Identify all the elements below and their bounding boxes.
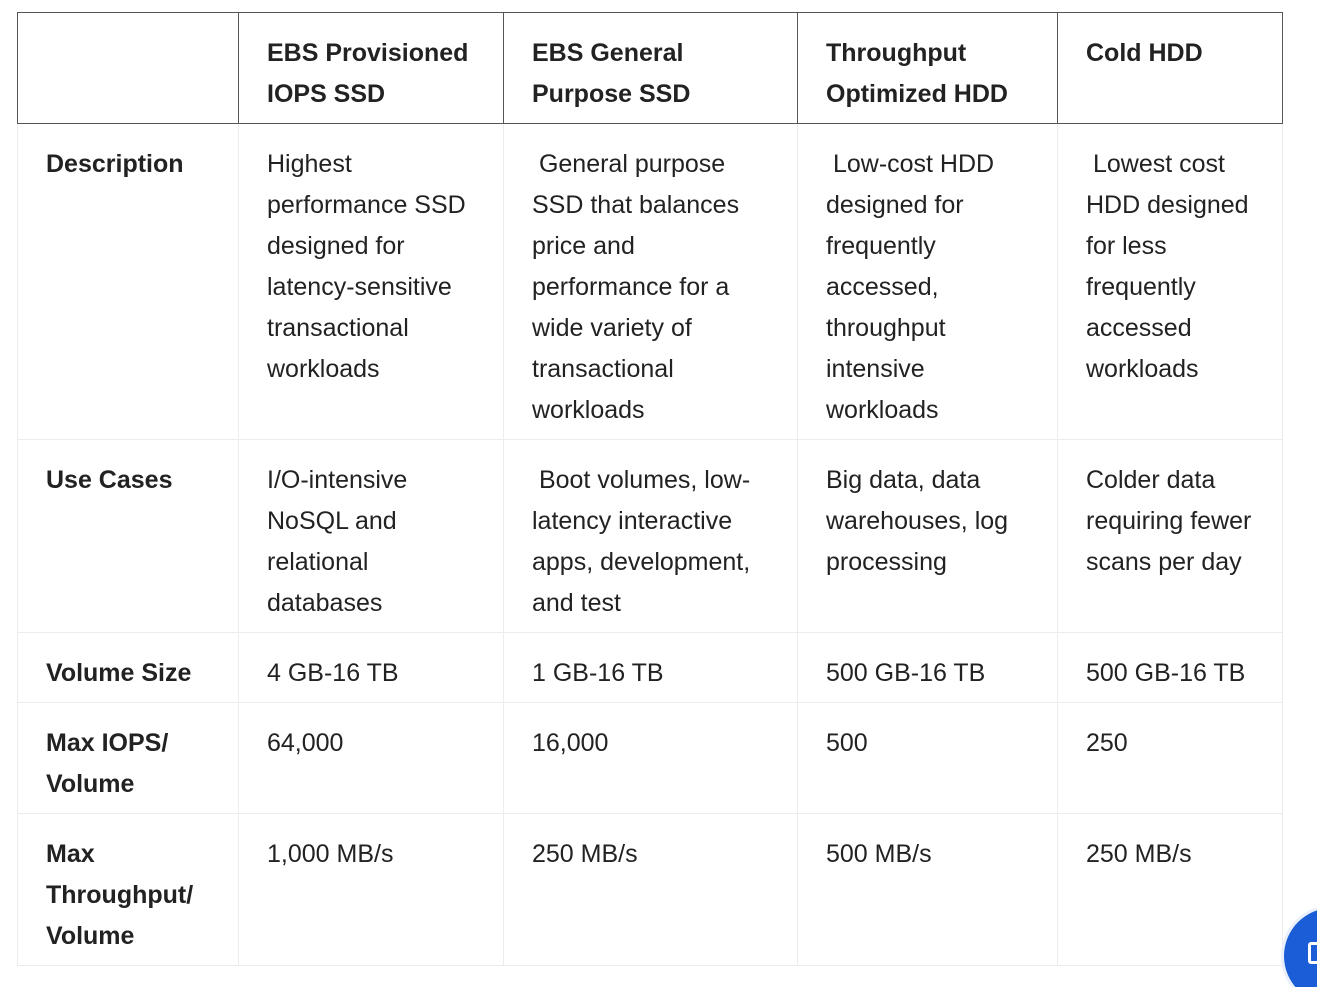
chat-widget-button[interactable] bbox=[1284, 908, 1317, 987]
table-cell: 500 MB/s bbox=[797, 813, 1058, 966]
table-cell: Colder data requiring fewer scans per da… bbox=[1057, 439, 1283, 633]
header-cell-general-purpose-ssd: EBS General Purpose SSD bbox=[503, 12, 798, 124]
row-label: Description bbox=[17, 123, 239, 440]
header-cell-provisioned-iops-ssd: EBS Provisioned IOPS SSD bbox=[238, 12, 504, 124]
header-cell-throughput-optimized-hdd: Throughput Optimized HDD bbox=[797, 12, 1058, 124]
table-row-max-iops: Max IOPS/ Volume 64,000 16,000 500 250 bbox=[17, 702, 1283, 814]
table-cell: 500 GB-16 TB bbox=[797, 632, 1058, 703]
table-header-row: EBS Provisioned IOPS SSD EBS General Pur… bbox=[17, 12, 1283, 124]
table-cell: General purpose SSD that balances price … bbox=[503, 123, 798, 440]
header-cell-corner bbox=[17, 12, 239, 124]
table-row-volume-size: Volume Size 4 GB-16 TB 1 GB-16 TB 500 GB… bbox=[17, 632, 1283, 703]
row-label: Use Cases bbox=[17, 439, 239, 633]
table-cell: 1,000 MB/s bbox=[238, 813, 504, 966]
row-label: Volume Size bbox=[17, 632, 239, 703]
table-cell: 250 bbox=[1057, 702, 1283, 814]
chat-icon bbox=[1308, 942, 1317, 964]
row-label: Max Throughput/ Volume bbox=[17, 813, 239, 966]
row-label: Max IOPS/ Volume bbox=[17, 702, 239, 814]
ebs-volume-comparison-table: EBS Provisioned IOPS SSD EBS General Pur… bbox=[17, 12, 1283, 966]
table-cell: 500 bbox=[797, 702, 1058, 814]
table-cell: 250 MB/s bbox=[1057, 813, 1283, 966]
table-cell: 250 MB/s bbox=[503, 813, 798, 966]
table-cell: 64,000 bbox=[238, 702, 504, 814]
table-cell: Lowest cost HDD designed for less freque… bbox=[1057, 123, 1283, 440]
table-cell: 500 GB-16 TB bbox=[1057, 632, 1283, 703]
table-cell: 1 GB-16 TB bbox=[503, 632, 798, 703]
table-row-use-cases: Use Cases I/O-intensive NoSQL and relati… bbox=[17, 439, 1283, 633]
table-row-description: Description Highest performance SSD desi… bbox=[17, 123, 1283, 440]
table-cell: Big data, data warehouses, log processin… bbox=[797, 439, 1058, 633]
table-row-max-throughput: Max Throughput/ Volume 1,000 MB/s 250 MB… bbox=[17, 813, 1283, 966]
table-cell: I/O-intensive NoSQL and relational datab… bbox=[238, 439, 504, 633]
header-cell-cold-hdd: Cold HDD bbox=[1057, 12, 1283, 124]
table-cell: Highest performance SSD designed for lat… bbox=[238, 123, 504, 440]
table-cell: Boot volumes, low-latency interactive ap… bbox=[503, 439, 798, 633]
table-cell: Low-cost HDD designed for frequently acc… bbox=[797, 123, 1058, 440]
table-cell: 4 GB-16 TB bbox=[238, 632, 504, 703]
table-cell: 16,000 bbox=[503, 702, 798, 814]
